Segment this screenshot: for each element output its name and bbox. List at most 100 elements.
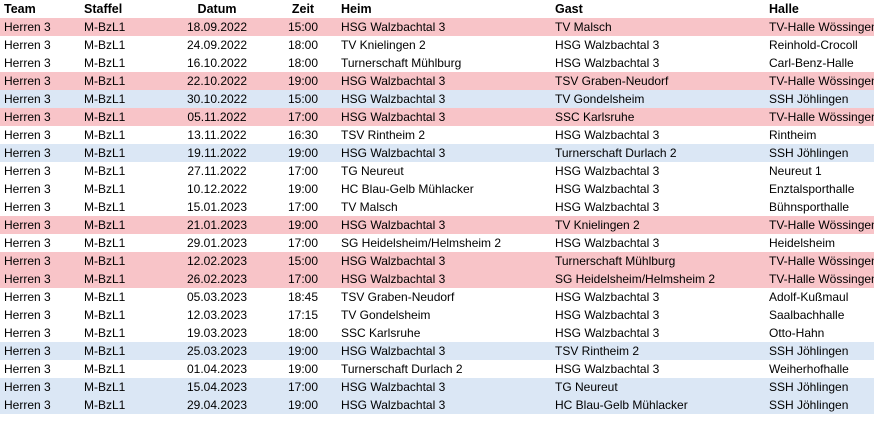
cell-heim: SG Heidelsheim/Helmsheim 2	[337, 234, 551, 252]
cell-staffel: M-BzL1	[80, 216, 165, 234]
table-row: Herren 3 M-BzL1 05.11.2022 17:00 HSG Walzbac…	[0, 108, 874, 126]
cell-staffel: M-BzL1	[80, 36, 165, 54]
table-row: Herren 3 M-BzL1 24.09.2022 18:00 TV Knieling…	[0, 36, 874, 54]
cell-datum: 29.01.2023	[165, 234, 269, 252]
cell-halle: SSH Jöhlingen	[765, 378, 874, 396]
cell-team: Herren 3	[0, 216, 80, 234]
table-row: Herren 3 M-BzL1 15.04.2023 17:00 HSG Walzbac…	[0, 378, 874, 396]
cell-heim: SSC Karlsruhe	[337, 324, 551, 342]
cell-heim: HSG Walzbachtal 3	[337, 378, 551, 396]
cell-heim: TV Knielingen 2	[337, 36, 551, 54]
cell-gast: TV Malsch	[551, 18, 765, 36]
cell-halle: SSH Jöhlingen	[765, 144, 874, 162]
cell-gast: TSV Graben-Neudorf	[551, 72, 765, 90]
cell-team: Herren 3	[0, 288, 80, 306]
cell-team: Herren 3	[0, 36, 80, 54]
cell-halle: Carl-Benz-Halle	[765, 54, 874, 72]
cell-gast: TSV Rintheim 2	[551, 342, 765, 360]
cell-datum: 27.11.2022	[165, 162, 269, 180]
cell-zeit: 18:00	[269, 324, 337, 342]
table-row: Herren 3 M-BzL1 10.12.2022 19:00 HC Blau-Gel…	[0, 180, 874, 198]
cell-team: Herren 3	[0, 54, 80, 72]
cell-zeit: 18:00	[269, 54, 337, 72]
cell-zeit: 17:00	[269, 234, 337, 252]
cell-zeit: 17:00	[269, 378, 337, 396]
table-row: Herren 3 M-BzL1 05.03.2023 18:45 TSV Graben-…	[0, 288, 874, 306]
cell-staffel: M-BzL1	[80, 126, 165, 144]
cell-gast: HSG Walzbachtal 3	[551, 36, 765, 54]
cell-datum: 10.12.2022	[165, 180, 269, 198]
cell-heim: HC Blau-Gelb Mühlacker	[337, 180, 551, 198]
cell-datum: 24.09.2022	[165, 36, 269, 54]
cell-team: Herren 3	[0, 108, 80, 126]
cell-staffel: M-BzL1	[80, 54, 165, 72]
table-row: Herren 3 M-BzL1 25.03.2023 19:00 HSG Walzbac…	[0, 342, 874, 360]
cell-halle: Enztalsporthalle	[765, 180, 874, 198]
cell-staffel: M-BzL1	[80, 144, 165, 162]
table-row: Herren 3 M-BzL1 16.10.2022 18:00 Turnerschaf…	[0, 54, 874, 72]
cell-datum: 16.10.2022	[165, 54, 269, 72]
cell-heim: HSG Walzbachtal 3	[337, 252, 551, 270]
cell-staffel: M-BzL1	[80, 360, 165, 378]
cell-halle: Neureut 1	[765, 162, 874, 180]
cell-heim: HSG Walzbachtal 3	[337, 396, 551, 414]
cell-team: Herren 3	[0, 162, 80, 180]
cell-zeit: 15:00	[269, 18, 337, 36]
header-halle: Halle	[769, 2, 799, 16]
cell-heim: TSV Rintheim 2	[337, 126, 551, 144]
cell-gast: Turnerschaft Durlach 2	[551, 144, 765, 162]
cell-gast: TG Neureut	[551, 378, 765, 396]
table-row: Herren 3 M-BzL1 27.11.2022 17:00 TG Neureut H…	[0, 162, 874, 180]
cell-heim: TG Neureut	[337, 162, 551, 180]
cell-staffel: M-BzL1	[80, 180, 165, 198]
cell-team: Herren 3	[0, 252, 80, 270]
cell-zeit: 19:00	[269, 216, 337, 234]
cell-datum: 13.11.2022	[165, 126, 269, 144]
cell-zeit: 19:00	[269, 396, 337, 414]
cell-datum: 12.03.2023	[165, 306, 269, 324]
table-row: Herren 3 M-BzL1 29.04.2023 19:00 HSG Walzbac…	[0, 396, 874, 414]
cell-halle: Heidelsheim	[765, 234, 874, 252]
cell-halle: Reinhold-Crocoll	[765, 36, 874, 54]
cell-staffel: M-BzL1	[80, 72, 165, 90]
cell-team: Herren 3	[0, 270, 80, 288]
header-team: Team	[4, 2, 36, 16]
cell-zeit: 15:00	[269, 90, 337, 108]
table-row: Herren 3 M-BzL1 13.11.2022 16:30 TSV Rinthei…	[0, 126, 874, 144]
cell-halle: Saalbachhalle	[765, 306, 874, 324]
cell-zeit: 17:15	[269, 306, 337, 324]
cell-team: Herren 3	[0, 342, 80, 360]
cell-zeit: 16:30	[269, 126, 337, 144]
cell-team: Herren 3	[0, 324, 80, 342]
cell-datum: 01.04.2023	[165, 360, 269, 378]
header-zeit: Zeit	[291, 2, 315, 16]
cell-datum: 05.03.2023	[165, 288, 269, 306]
table-row: Herren 3 M-BzL1 19.03.2023 18:00 SSC Karlsru…	[0, 324, 874, 342]
cell-halle: Bühnsporthalle	[765, 198, 874, 216]
table-row: Herren 3 M-BzL1 12.03.2023 17:15 TV Gondelsh…	[0, 306, 874, 324]
schedule-body: Herren 3 M-BzL1 18.09.2022 15:00 HSG Walzbac…	[0, 18, 874, 414]
cell-staffel: M-BzL1	[80, 252, 165, 270]
cell-datum: 19.11.2022	[165, 144, 269, 162]
cell-gast: HSG Walzbachtal 3	[551, 306, 765, 324]
cell-zeit: 19:00	[269, 72, 337, 90]
cell-team: Herren 3	[0, 72, 80, 90]
cell-staffel: M-BzL1	[80, 378, 165, 396]
table-row: Herren 3 M-BzL1 30.10.2022 15:00 HSG Walzbac…	[0, 90, 874, 108]
cell-gast: HSG Walzbachtal 3	[551, 198, 765, 216]
cell-datum: 25.03.2023	[165, 342, 269, 360]
cell-team: Herren 3	[0, 378, 80, 396]
cell-datum: 18.09.2022	[165, 18, 269, 36]
cell-datum: 22.10.2022	[165, 72, 269, 90]
cell-heim: HSG Walzbachtal 3	[337, 72, 551, 90]
cell-zeit: 18:45	[269, 288, 337, 306]
cell-heim: Turnerschaft Mühlburg	[337, 54, 551, 72]
cell-team: Herren 3	[0, 90, 80, 108]
cell-datum: 12.02.2023	[165, 252, 269, 270]
cell-heim: TV Gondelsheim	[337, 306, 551, 324]
cell-zeit: 19:00	[269, 342, 337, 360]
cell-team: Herren 3	[0, 18, 80, 36]
table-row: Herren 3 M-BzL1 12.02.2023 15:00 HSG Walzbac…	[0, 252, 874, 270]
cell-datum: 26.02.2023	[165, 270, 269, 288]
